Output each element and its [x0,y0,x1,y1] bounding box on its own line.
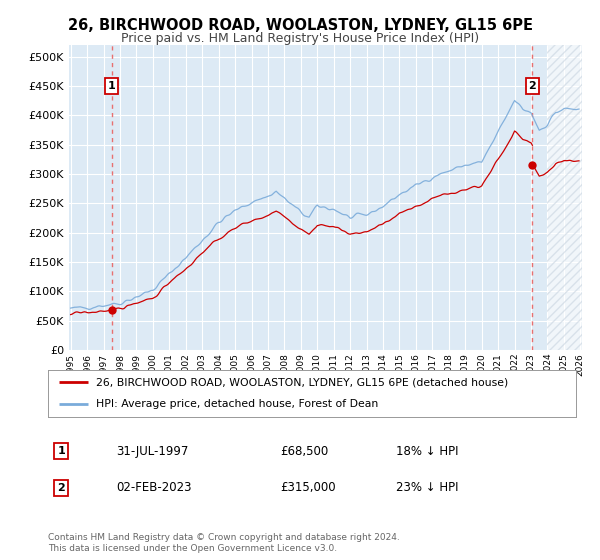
Text: 1: 1 [58,446,65,456]
Text: 2: 2 [58,483,65,493]
Text: 23% ↓ HPI: 23% ↓ HPI [397,481,459,494]
Text: Contains HM Land Registry data © Crown copyright and database right 2024.
This d: Contains HM Land Registry data © Crown c… [48,533,400,553]
Text: 31-JUL-1997: 31-JUL-1997 [116,445,189,458]
Text: HPI: Average price, detached house, Forest of Dean: HPI: Average price, detached house, Fore… [95,399,378,409]
Text: 2: 2 [529,81,536,91]
Text: £315,000: £315,000 [280,481,336,494]
Text: 18% ↓ HPI: 18% ↓ HPI [397,445,459,458]
Text: 26, BIRCHWOOD ROAD, WOOLASTON, LYDNEY, GL15 6PE: 26, BIRCHWOOD ROAD, WOOLASTON, LYDNEY, G… [67,18,533,34]
Text: Price paid vs. HM Land Registry's House Price Index (HPI): Price paid vs. HM Land Registry's House … [121,32,479,45]
Text: 02-FEB-2023: 02-FEB-2023 [116,481,192,494]
Text: 1: 1 [108,81,116,91]
Bar [547,45,589,350]
Text: 26, BIRCHWOOD ROAD, WOOLASTON, LYDNEY, GL15 6PE (detached house): 26, BIRCHWOOD ROAD, WOOLASTON, LYDNEY, G… [95,377,508,388]
Text: £68,500: £68,500 [280,445,329,458]
